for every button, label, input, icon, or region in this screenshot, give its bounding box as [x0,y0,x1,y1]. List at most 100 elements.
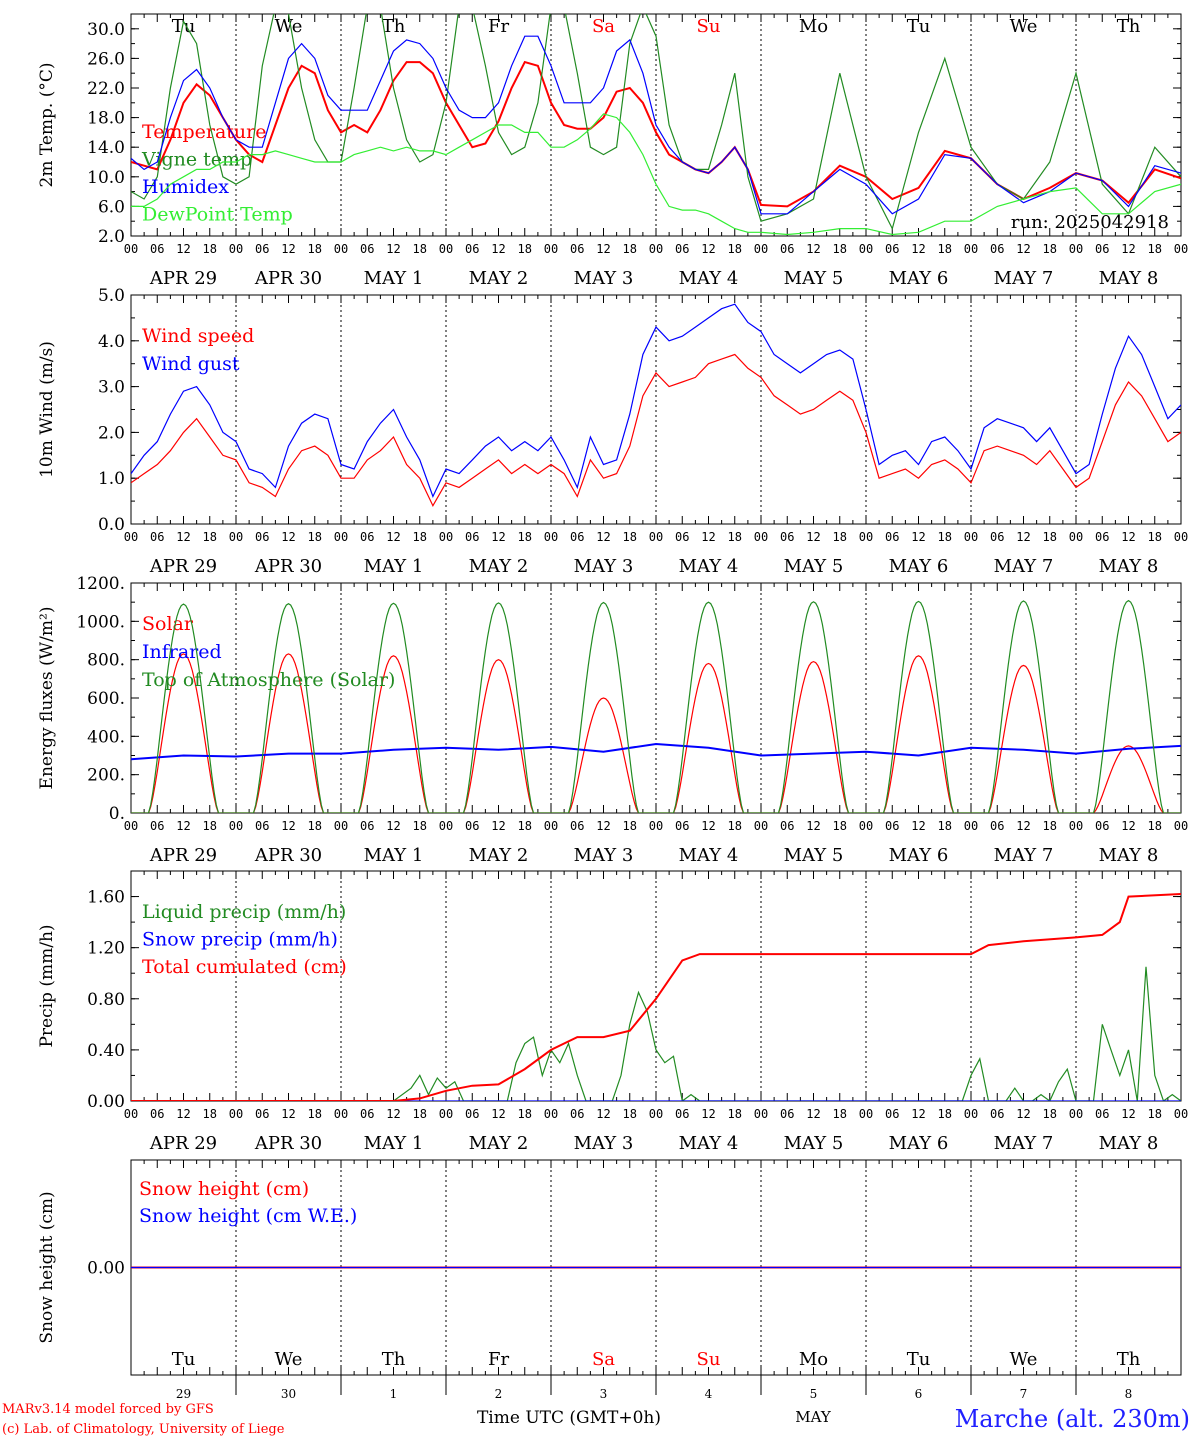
y-tick-label: 800. [87,651,125,671]
hour-tick-label: 06 [255,530,269,544]
hour-tick-label: 06 [780,1107,794,1121]
hour-tick-label: 18 [1148,819,1162,833]
y-tick-label: 1000. [76,612,125,632]
hour-tick-label: 00 [544,242,558,256]
date-label: MAY 5 [784,268,844,289]
day-name: Tu [907,16,931,37]
hour-tick-label: 06 [360,819,374,833]
day-name: Th [382,1349,406,1370]
hour-tick-label: 18 [1043,530,1057,544]
day-name: Tu [172,1349,196,1370]
series-line-4 [131,113,1181,236]
hour-tick-label: 00 [754,819,768,833]
hour-tick-label: 12 [176,242,190,256]
y-tick-label: 2.0 [98,227,125,247]
hour-tick-label: 00 [229,1107,243,1121]
date-label: MAY 2 [469,1133,529,1154]
hour-tick-label: 12 [701,530,715,544]
hour-tick-label: 18 [518,530,532,544]
date-number: 29 [176,1387,191,1401]
day-name: We [275,1349,303,1370]
hour-tick-label: 00 [124,242,138,256]
series-line-2 [131,303,1181,499]
hour-tick-label: 12 [1016,242,1030,256]
hour-tick-label: 06 [885,242,899,256]
hour-tick-label: 00 [229,242,243,256]
date-label: APR 30 [254,268,322,289]
legend-entry: Total cumulated (cm) [142,956,347,978]
hour-tick-label: 18 [413,530,427,544]
hour-tick-label: 18 [203,242,217,256]
month-label: MAY [795,1408,832,1426]
hour-tick-label: 00 [1174,1107,1188,1121]
hour-tick-label: 06 [465,819,479,833]
hour-tick-label: 12 [911,530,925,544]
hour-tick-label: 00 [964,1107,978,1121]
date-label: APR 29 [149,556,217,577]
hour-tick-label: 12 [596,242,610,256]
date-label: MAY 7 [994,845,1054,866]
hour-tick-label: 00 [124,530,138,544]
hour-tick-label: 18 [1148,242,1162,256]
hour-tick-label: 12 [491,1107,505,1121]
hour-tick-label: 12 [1121,1107,1135,1121]
hour-tick-label: 18 [308,1107,322,1121]
date-label: MAY 8 [1099,845,1159,866]
date-number: 4 [705,1387,713,1401]
series-line-2 [131,14,1181,231]
y-tick-label: 4.0 [98,332,125,352]
date-label: MAY 4 [679,845,739,866]
hour-tick-label: 18 [518,819,532,833]
hour-tick-label: 00 [964,242,978,256]
day-name: Th [1117,1349,1141,1370]
day-name: Sa [592,16,615,37]
hour-tick-label: 12 [491,819,505,833]
hour-tick-label: 12 [281,1107,295,1121]
date-number: 30 [281,1387,296,1401]
date-label: MAY 1 [364,268,424,289]
hour-tick-label: 18 [938,819,952,833]
y-tick-label: 0.00 [87,1092,125,1112]
hour-tick-label: 12 [701,242,715,256]
hour-tick-label: 12 [386,242,400,256]
hour-tick-label: 12 [176,1107,190,1121]
hour-tick-label: 18 [308,530,322,544]
date-number: 2 [495,1387,503,1401]
y-tick-label: 1.60 [87,888,125,908]
hour-tick-label: 18 [308,242,322,256]
hour-tick-label: 18 [728,242,742,256]
hour-tick-label: 18 [833,530,847,544]
date-label: MAY 6 [889,556,949,577]
hour-tick-label: 18 [1148,530,1162,544]
hour-tick-label: 00 [754,1107,768,1121]
date-number: 1 [390,1387,398,1401]
hour-tick-label: 18 [623,819,637,833]
hour-tick-label: 12 [596,530,610,544]
date-label: APR 29 [149,268,217,289]
hour-tick-label: 00 [964,530,978,544]
date-number: 7 [1020,1387,1028,1401]
model-credit: MARv3.14 model forced by GFS [2,1402,214,1417]
hour-tick-label: 06 [675,242,689,256]
series-line-1 [131,653,1181,813]
legend-entry: Snow height (cm) [139,1178,309,1200]
hour-tick-label: 06 [1095,819,1109,833]
hour-tick-label: 18 [413,242,427,256]
hour-tick-label: 06 [360,242,374,256]
hour-tick-label: 00 [859,819,873,833]
date-label: MAY 2 [469,556,529,577]
hour-tick-label: 12 [176,530,190,544]
hour-tick-label: 06 [465,530,479,544]
panel-5: 0.00 Snow height (cm) Tu We Th Fr Sa Su Mo Tu We Th… [37,1159,1182,1376]
date-number: 6 [915,1387,923,1401]
hour-tick-label: 06 [780,242,794,256]
station-label: Marche (alt. 230m) [955,1405,1190,1433]
series-line-1 [131,966,1181,1101]
y-axis-label: 10m Wind (m/s) [37,341,57,478]
hour-tick-label: 18 [938,530,952,544]
hour-tick-label: 18 [518,242,532,256]
hour-tick-label: 06 [150,819,164,833]
date-label: MAY 7 [994,268,1054,289]
date-label: MAY 7 [994,556,1054,577]
legend-entry: Snow precip (mm/h) [142,929,338,951]
